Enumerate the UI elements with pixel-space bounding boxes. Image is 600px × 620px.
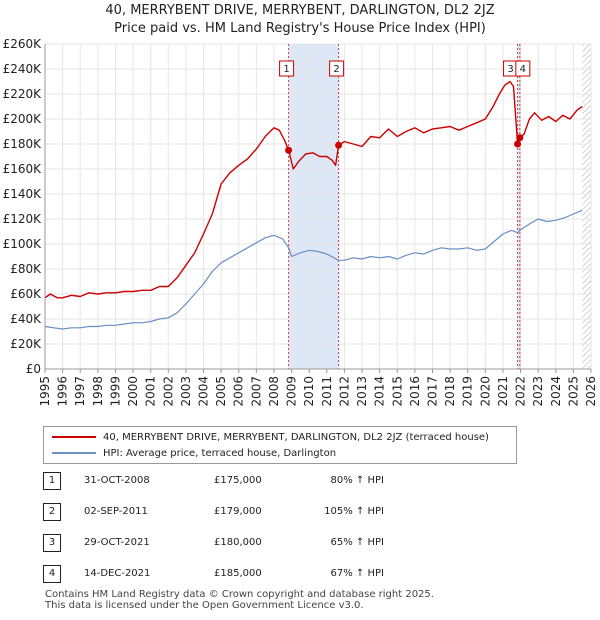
footer-line-2: This data is licensed under the Open Gov… [45, 600, 364, 611]
x-tick-label: 2005 [214, 376, 228, 407]
sale-hpi-change: 65% ↑ HPI [330, 537, 384, 548]
x-tick-label: 2017 [425, 376, 439, 407]
legend-swatch-hpi [52, 452, 96, 454]
x-tick-label: 2010 [302, 376, 316, 407]
x-tick-label: 2014 [373, 376, 387, 407]
sale-price: £180,000 [214, 537, 262, 548]
sale-point-4 [516, 134, 524, 142]
x-tick-label: 2009 [285, 376, 299, 407]
x-tick-label: 2013 [355, 376, 369, 407]
sale-number: 1 [43, 472, 61, 490]
event-label-text: 4 [520, 64, 526, 75]
x-tick-label: 2026 [584, 376, 598, 407]
x-tick-label: 1997 [73, 376, 87, 407]
sale-point-1 [285, 146, 293, 154]
event-label-text: 2 [333, 64, 339, 75]
y-tick-label: £160K [3, 162, 43, 176]
event-band-2 [517, 44, 520, 369]
x-tick-label: 2006 [232, 376, 246, 407]
x-tick-label: 2011 [320, 376, 334, 407]
sale-number: 2 [43, 503, 61, 521]
legend-swatch-property [52, 436, 96, 438]
sale-date: 31-OCT-2008 [84, 475, 150, 486]
sale-price: £185,000 [214, 568, 262, 579]
x-tick-label: 2007 [249, 376, 263, 407]
y-tick-label: £200K [3, 112, 43, 126]
x-tick-label: 1999 [108, 376, 122, 407]
x-tick-label: 2020 [478, 376, 492, 407]
hpi-line [44, 209, 583, 330]
event-label-text: 3 [507, 64, 513, 75]
x-tick-label: 2003 [179, 376, 193, 407]
y-tick-label: £100K [3, 237, 43, 251]
sale-date: 14-DEC-2021 [84, 568, 151, 579]
x-tick-label: 2008 [267, 376, 281, 407]
x-tick-label: 2012 [337, 376, 351, 407]
y-tick-label: £20K [10, 337, 42, 351]
sale-date: 29-OCT-2021 [84, 537, 150, 548]
legend: 40, MERRYBENT DRIVE, MERRYBENT, DARLINGT… [43, 426, 517, 464]
y-tick-label: £40K [10, 312, 42, 326]
x-tick-label: 2000 [126, 376, 140, 407]
y-tick-label: £180K [3, 137, 43, 151]
x-tick-label: 2015 [390, 376, 404, 407]
event-label-1: 1 [279, 60, 295, 77]
footer: Contains HM Land Registry data © Crown c… [45, 589, 434, 611]
sale-hpi-change: 67% ↑ HPI [330, 568, 384, 579]
sale-hpi-change: 105% ↑ HPI [324, 506, 384, 517]
event-label-2: 2 [329, 60, 345, 77]
price-chart: 1 2 3 4 £0 £20K £40K £60K £80K £100K £120K £140K £16… [3, 37, 598, 407]
y-tick-label: £120K [3, 212, 43, 226]
x-tick-label: 2023 [531, 376, 545, 407]
chart-title: 40, MERRYBENT DRIVE, MERRYBENT, DARLINGT… [105, 3, 495, 18]
x-tick-label: 1998 [91, 376, 105, 407]
y-tick-label: £0 [26, 362, 41, 376]
x-tick-label: 2025 [566, 376, 580, 407]
x-tick-label: 2022 [514, 376, 528, 407]
event-label-box [329, 60, 345, 77]
event-label-box [515, 60, 531, 77]
sale-price: £175,000 [214, 475, 262, 486]
sale-row-2: 2 02-SEP-2011 £179,000 105% ↑ HPI [43, 503, 403, 521]
x-tick-label: 2018 [443, 376, 457, 407]
y-tick-label: £60K [10, 287, 42, 301]
sale-hpi-change: 80% ↑ HPI [330, 475, 384, 486]
x-tick-label: 1995 [38, 376, 52, 407]
chart-subtitle: Price paid vs. HM Land Registry's House … [114, 21, 486, 36]
event-label-box [279, 60, 295, 77]
footer-line-1: Contains HM Land Registry data © Crown c… [45, 589, 434, 600]
y-tick-label: £140K [3, 187, 43, 201]
forecast-hatch [582, 44, 591, 369]
sale-number: 4 [43, 565, 61, 583]
sale-date: 02-SEP-2011 [84, 506, 148, 517]
y-tick-label: £260K [3, 37, 43, 51]
x-tick-label: 2024 [549, 376, 563, 407]
sale-row-4: 4 14-DEC-2021 £185,000 67% ↑ HPI [43, 565, 403, 583]
x-tick-label: 2002 [161, 376, 175, 407]
sale-row-1: 1 31-OCT-2008 £175,000 80% ↑ HPI [43, 472, 403, 490]
sale-point-3 [514, 140, 522, 148]
sale-point-2 [335, 141, 343, 149]
event-label-text: 1 [283, 64, 289, 75]
y-tick-label: £220K [3, 87, 43, 101]
legend-label-property: 40, MERRYBENT DRIVE, MERRYBENT, DARLINGT… [103, 431, 489, 443]
legend-item-property: 40, MERRYBENT DRIVE, MERRYBENT, DARLINGT… [52, 429, 489, 445]
property-price-line [44, 80, 583, 299]
legend-item-hpi: HPI: Average price, terraced house, Darl… [52, 445, 336, 461]
sale-price: £179,000 [214, 506, 262, 517]
x-tick-label: 2021 [496, 376, 510, 407]
x-tick-label: 2016 [408, 376, 422, 407]
x-tick-label: 2001 [144, 376, 158, 407]
y-tick-label: £80K [10, 262, 42, 276]
x-tick-label: 2004 [197, 376, 211, 407]
y-tick-label: £240K [3, 62, 43, 76]
sale-row-3: 3 29-OCT-2021 £180,000 65% ↑ HPI [43, 534, 403, 552]
legend-label-hpi: HPI: Average price, terraced house, Darl… [103, 447, 337, 459]
sale-number: 3 [43, 534, 61, 552]
event-label-4: 4 [515, 60, 531, 77]
event-band-1 [288, 44, 339, 369]
x-tick-label: 2019 [461, 376, 475, 407]
x-tick-label: 1996 [56, 376, 70, 407]
